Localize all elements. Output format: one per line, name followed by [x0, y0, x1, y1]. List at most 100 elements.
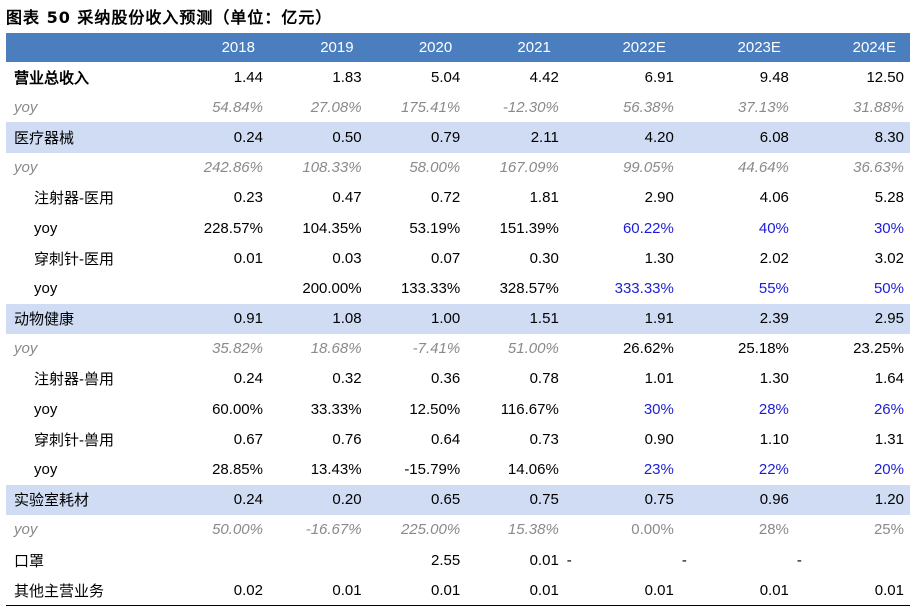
table-cell: 36.63% [853, 159, 904, 177]
table-cell: 0.07 [430, 249, 461, 267]
table-cell: 23.25% [853, 340, 904, 358]
table-cell: -15.79% [404, 461, 461, 479]
table-row: yoy 242.86% 108.33% 58.00% 167.09% 99.05% 44.6… [6, 153, 910, 183]
table-row: yoy 54.84% 27.08% 175.41% -12.30% 56.38% 37.13… [6, 92, 910, 122]
header-cell-label [6, 33, 170, 62]
table-cell: 12.50 [866, 68, 904, 86]
row-label: yoy [34, 461, 58, 479]
table-cell: 6.91 [644, 68, 674, 86]
table-cell: 25% [873, 521, 904, 539]
table-cell: 50.00% [212, 521, 263, 539]
table-cell: 0.32 [332, 370, 362, 388]
row-label: 营业总收入 [14, 69, 90, 87]
table-cell: 1.31 [874, 430, 904, 448]
table-cell: 0.01 [529, 581, 559, 599]
table-cell: 0.78 [529, 370, 559, 388]
table-cell: 28.85% [212, 461, 263, 479]
table-cell: 0.75 [529, 491, 559, 509]
table-cell: 23% [643, 461, 674, 479]
table-cell: 26% [873, 400, 904, 418]
table-cell: 30% [873, 219, 904, 237]
table-cell [170, 273, 269, 303]
row-label: yoy [14, 521, 38, 539]
table-cell: 26.62% [622, 340, 674, 358]
table-cell: 0.47 [332, 189, 362, 207]
table-cell: -16.67% [305, 521, 362, 539]
table-row: yoy 35.82% 18.68% -7.41% 51.00% 26.62% 25.18% 2… [6, 334, 910, 364]
table-cell: 1.91 [644, 310, 674, 328]
table-cell: 56.38% [622, 98, 674, 116]
table-cell: 0.96 [759, 491, 789, 509]
table-cell: 242.86% [203, 159, 263, 177]
table-cell: 1.30 [644, 249, 674, 267]
table-cell: 0.73 [529, 430, 559, 448]
table-row: yoy 200.00% 133.33% 328.57% 333.33% 55% 50% [6, 273, 910, 303]
table-cell: 1.83 [332, 68, 362, 86]
table-cell: 200.00% [302, 279, 362, 297]
table-cell: 12.50% [409, 400, 461, 418]
row-label: 医疗器械 [14, 129, 75, 147]
table-cell: - [796, 551, 802, 569]
table-cell: 33.33% [310, 400, 362, 418]
table-cell: -12.30% [502, 98, 559, 116]
row-label: yoy [34, 279, 58, 297]
table-cell: 0.01 [874, 581, 904, 599]
table-row: yoy 50.00% -16.67% 225.00% 15.38% 0.00% 28% 25% [6, 515, 910, 545]
table-cell: 0.20 [332, 491, 362, 509]
table-cell: 0.76 [332, 430, 362, 448]
table-cell: 14.06% [507, 461, 559, 479]
row-label: 实验室耗材 [14, 492, 90, 510]
table-cell: 0.90 [644, 430, 674, 448]
table-cell: 2.02 [759, 249, 789, 267]
table-cell: - [681, 551, 687, 569]
table-cell: 225.00% [400, 521, 461, 539]
table-row: yoy 228.57% 104.35% 53.19% 151.39% 60.22% 40% 3… [6, 213, 910, 243]
header-cell-year: 2022E [622, 39, 666, 56]
table-cell: 133.33% [400, 279, 461, 297]
table-cell: 0.75 [644, 491, 674, 509]
table-row: 营业总收入 1.44 1.83 5.04 4.42 6.91 9.48 12.50 [6, 62, 910, 92]
table-cell [170, 545, 269, 575]
table-cell: - [566, 551, 572, 569]
header-cell-year: 2023E [737, 39, 781, 56]
header-cell-year: 2021 [517, 39, 551, 56]
table-cell: 15.38% [507, 521, 559, 539]
table-cell: 1.00 [430, 310, 461, 328]
table-cell: 0.01 [430, 581, 461, 599]
row-label: 注射器-医用 [34, 190, 114, 208]
table-row: yoy 28.85% 13.43% -15.79% 14.06% 23% 22% 20% [6, 454, 910, 484]
row-label: 注射器-兽用 [34, 371, 114, 389]
table-cell: 4.20 [644, 128, 674, 146]
table-cell: 0.00% [631, 521, 674, 539]
table-cell: 2.55 [430, 551, 461, 569]
table-cell: 0.65 [430, 491, 461, 509]
table-cell: 1.81 [529, 189, 559, 207]
table-cell: 20% [873, 461, 904, 479]
table-cell: 60.22% [622, 219, 674, 237]
revenue-forecast-table: 2018 2019 2020 2021 2022E 2023E 2024E 营业总收入 1.4… [6, 33, 910, 606]
table-cell: 54.84% [212, 98, 263, 116]
table-cell: 0.03 [332, 249, 362, 267]
table-row: 动物健康 0.91 1.08 1.00 1.51 1.91 2.39 2.95 [6, 303, 910, 334]
table-cell: 333.33% [614, 279, 674, 297]
table-cell: 0.01 [233, 249, 263, 267]
table-cell: 0.02 [233, 581, 263, 599]
table-cell: 58.00% [409, 159, 461, 177]
row-label: 其他主营业务 [14, 582, 105, 600]
table-row: yoy 60.00% 33.33% 12.50% 116.67% 30% 28% 26% [6, 394, 910, 424]
table-cell: 5.28 [874, 189, 904, 207]
row-label: 穿刺针-医用 [34, 250, 114, 268]
header-cell-year: 2024E [852, 39, 896, 56]
row-label: yoy [14, 340, 38, 358]
table-cell: 0.01 [759, 581, 789, 599]
table-cell: 1.30 [759, 370, 789, 388]
table-cell: 25.18% [738, 340, 789, 358]
table-cell: 99.05% [622, 159, 674, 177]
table-cell: 1.08 [332, 310, 362, 328]
figure-title: 图表 50 采纳股份收入预测（单位：亿元） [6, 8, 333, 27]
table-row: 穿刺针-医用 0.01 0.03 0.07 0.30 1.30 2.02 3.02 [6, 243, 910, 273]
table-cell: 0.36 [430, 370, 461, 388]
table-row: 实验室耗材 0.24 0.20 0.65 0.75 0.75 0.96 1.20 [6, 484, 910, 515]
table-cell: 0.30 [529, 249, 559, 267]
table-cell: 0.01 [529, 551, 559, 569]
